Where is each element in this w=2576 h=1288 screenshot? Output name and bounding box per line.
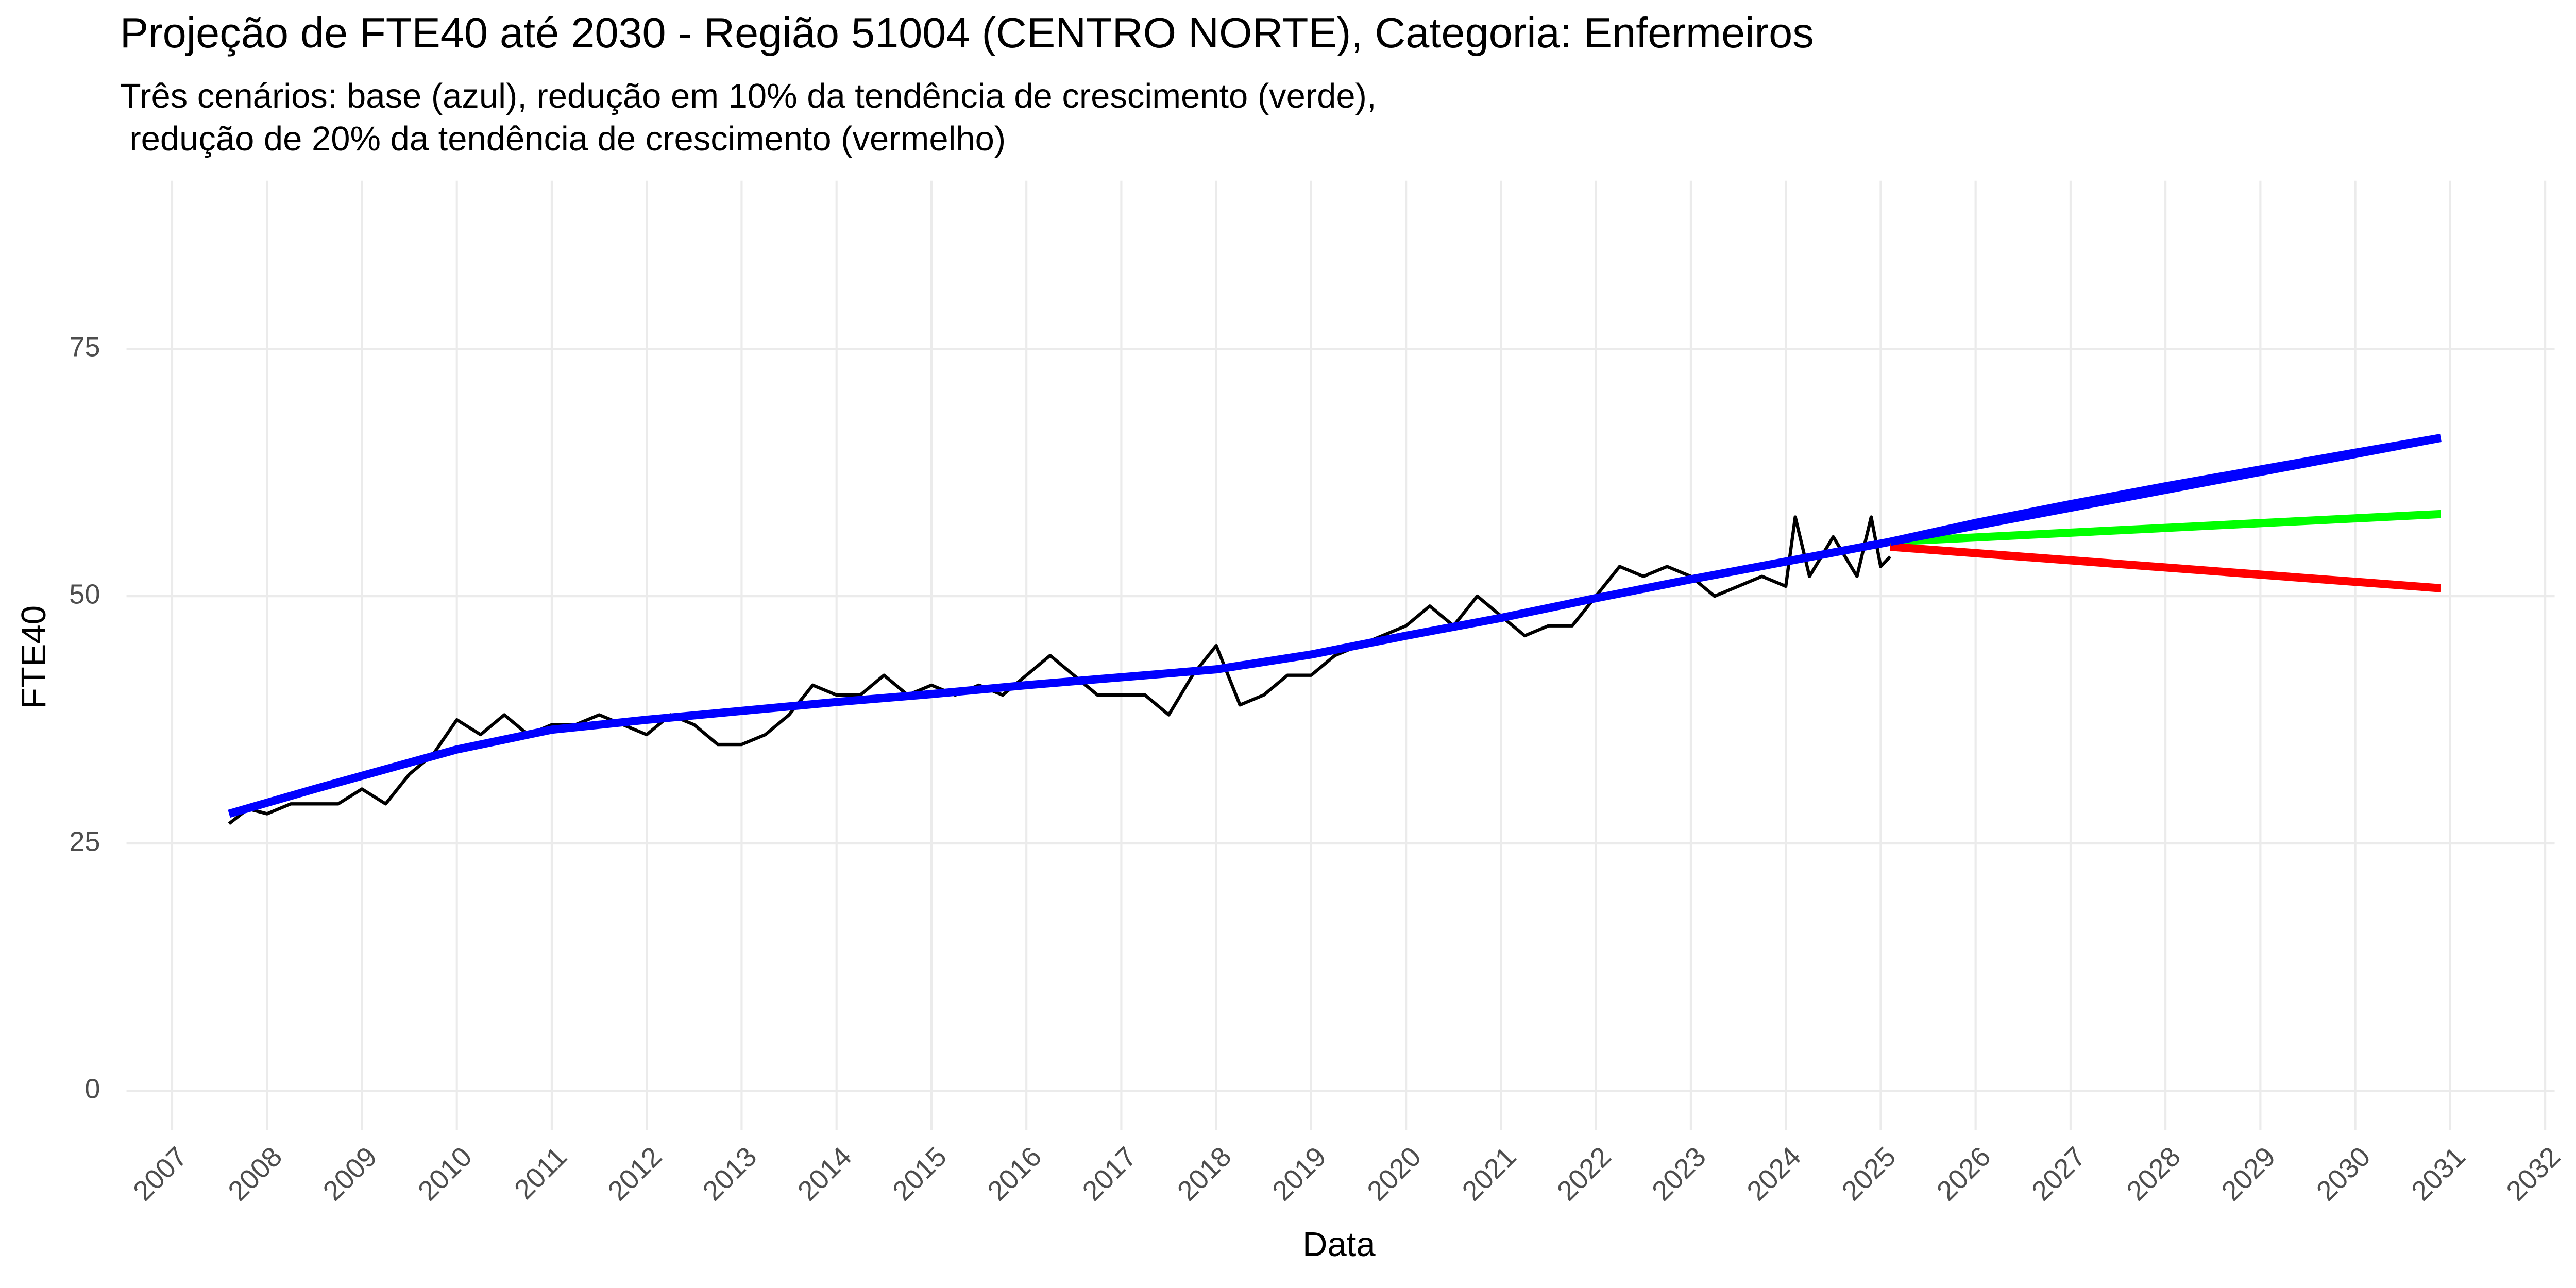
y-tick-label: 0 [84, 1073, 100, 1104]
series-line [228, 515, 1892, 825]
y-tick-label: 25 [69, 826, 100, 857]
chart-subtitle: redução de 20% da tendência de crescimen… [120, 120, 1006, 158]
x-axis-title: Data [1302, 1225, 1376, 1264]
chart-subtitle: Três cenários: base (azul), redução em 1… [120, 77, 1377, 115]
series-line [1890, 543, 2442, 592]
series-line [1890, 510, 2441, 546]
y-tick-label: 75 [69, 331, 100, 362]
y-tick-label: 50 [69, 579, 100, 609]
y-axis-title: FTE40 [14, 605, 53, 709]
plot-area [228, 434, 2442, 825]
series-line [1889, 434, 2442, 546]
chart-title: Projeção de FTE40 até 2030 - Região 5100… [120, 9, 1814, 57]
grid [126, 180, 2555, 1130]
